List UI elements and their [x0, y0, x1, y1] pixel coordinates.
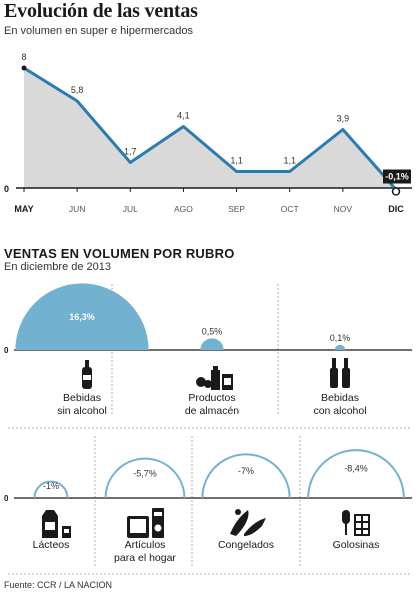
pantry-products-icon	[196, 366, 233, 390]
category-label: con alcohol	[313, 405, 366, 417]
frozen-fish-icon	[230, 509, 266, 536]
category-label: de almacén	[185, 405, 239, 417]
bubble-chart: 0 0	[4, 283, 412, 575]
bubble-outline	[33, 480, 69, 499]
data-label: 1,1	[230, 156, 243, 166]
category-label: para el hogar	[114, 552, 176, 564]
milk-carton-icon	[42, 510, 71, 538]
section-title: VENTAS EN VOLUMEN POR RUBRO	[4, 246, 235, 261]
data-label: -7%	[238, 466, 254, 476]
data-label: -8,4%	[344, 464, 368, 474]
data-label: -5,7%	[133, 468, 157, 478]
series-line	[23, 66, 398, 191]
data-label: 8	[21, 52, 26, 62]
page-title: Evolución de las ventas	[4, 0, 198, 22]
wine-bottles-icon	[330, 358, 350, 388]
bubble	[334, 344, 346, 350]
x-tick-label: MAY	[14, 204, 33, 214]
data-label: -0,1%	[385, 172, 409, 182]
data-point-highlight	[391, 187, 401, 196]
category-label: Congelados	[218, 539, 274, 551]
x-tick-label: DIC	[388, 204, 404, 214]
data-point	[21, 65, 27, 71]
category-label: Golosinas	[333, 539, 380, 551]
x-tick-label: SEP	[228, 204, 245, 214]
area-fill	[24, 68, 396, 190]
category-label: Artículos	[125, 539, 166, 551]
line-marks: MAY 8 JUN 5,8 JUL 1,7 AGO 4,1 SEP 1,1 OCT 1,1 NOV 3,9…	[14, 52, 411, 214]
candy-icon	[342, 510, 370, 536]
bubble-outline	[104, 457, 186, 499]
data-label: 1,7	[124, 147, 137, 157]
bottles-icon	[82, 360, 92, 389]
bubble	[200, 338, 224, 350]
page-subtitle: En volumen en super e hipermercados	[4, 25, 193, 37]
bubble-outline	[307, 449, 405, 499]
data-label: 16,3%	[69, 312, 95, 322]
bubble	[15, 283, 149, 350]
data-label: -1%	[43, 481, 59, 491]
category-label: Lácteos	[33, 539, 70, 551]
data-label: 0,5%	[202, 326, 223, 336]
category-label: Productos	[188, 392, 235, 404]
line-chart: 0 MAY 8 JUN 5,8 JUL 1,7 AGO 4,1 SEP 1,1 OCT 1,1 NOV 3…	[4, 52, 412, 214]
x-tick-label: NOV	[334, 204, 353, 214]
data-label: 0,1%	[330, 333, 351, 343]
y-tick-zero-row2: 0	[4, 494, 9, 503]
category-label: Bebidas	[63, 392, 101, 404]
bubble-outline	[201, 453, 291, 499]
appliances-icon	[127, 508, 164, 538]
x-tick-label: JUL	[123, 204, 138, 214]
category-label: Bebidas	[321, 392, 359, 404]
section-subtitle: En diciembre de 2013	[4, 261, 112, 273]
category-label: sin alcohol	[57, 405, 107, 417]
x-tick-label: OCT	[281, 204, 299, 214]
y-tick-zero: 0	[4, 184, 9, 194]
data-label: 4,1	[177, 111, 190, 121]
source-note: Fuente: CCR / LA NACION	[4, 580, 113, 590]
data-label: 1,1	[283, 156, 296, 166]
data-label: 3,9	[337, 114, 350, 124]
x-tick-label: AGO	[174, 204, 193, 214]
data-label: 5,8	[71, 85, 84, 95]
value-label-box	[383, 169, 411, 184]
x-tick-label: JUN	[69, 204, 86, 214]
y-tick-zero-row1: 0	[4, 346, 9, 355]
